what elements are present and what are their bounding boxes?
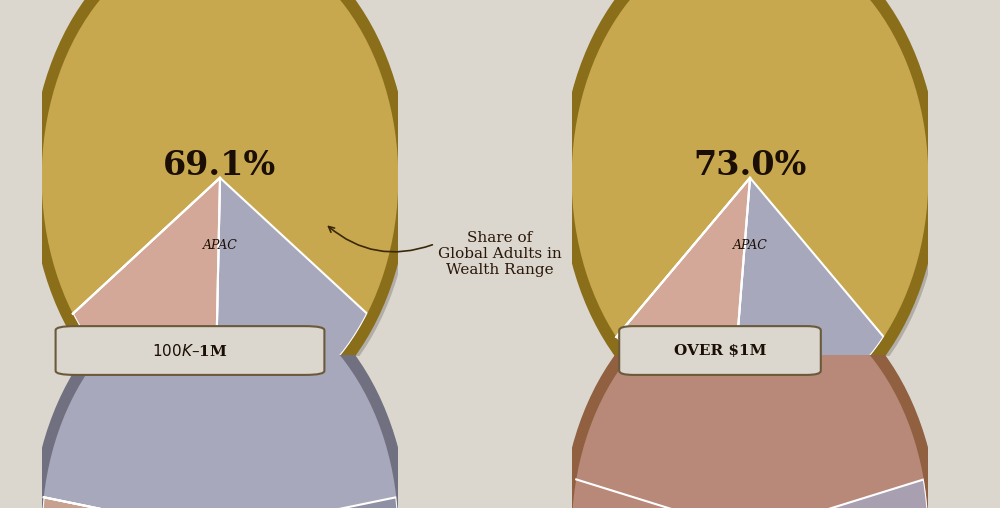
FancyBboxPatch shape <box>619 326 821 375</box>
Ellipse shape <box>31 0 409 433</box>
Text: 11.8%: 11.8% <box>628 428 684 446</box>
Polygon shape <box>735 480 928 508</box>
Polygon shape <box>73 178 220 419</box>
Ellipse shape <box>561 278 939 508</box>
Text: 15.9%: 15.9% <box>285 429 341 446</box>
Polygon shape <box>187 497 398 508</box>
Text: EMEA: EMEA <box>295 395 331 405</box>
Text: Share of
Global Adults in
Wealth Range: Share of Global Adults in Wealth Range <box>438 231 562 277</box>
Text: AMERICAS: AMERICAS <box>90 392 154 401</box>
Text: APAC: APAC <box>733 239 767 251</box>
Text: OVER $1M: OVER $1M <box>674 343 766 358</box>
Text: AMER.: AMER. <box>636 394 675 404</box>
Text: 15.0%: 15.0% <box>94 426 150 442</box>
Ellipse shape <box>572 0 928 419</box>
Ellipse shape <box>572 293 928 508</box>
Polygon shape <box>616 178 750 417</box>
Text: EMEA: EMEA <box>806 406 842 417</box>
Ellipse shape <box>42 0 398 419</box>
FancyBboxPatch shape <box>56 326 324 375</box>
Ellipse shape <box>561 0 939 433</box>
Ellipse shape <box>40 289 411 508</box>
Ellipse shape <box>31 278 409 508</box>
Polygon shape <box>215 178 367 419</box>
Text: 15.2%: 15.2% <box>796 440 852 458</box>
Polygon shape <box>42 497 220 508</box>
Polygon shape <box>731 178 884 419</box>
Ellipse shape <box>40 0 411 433</box>
Ellipse shape <box>570 0 941 433</box>
Text: 69.1%: 69.1% <box>163 149 277 182</box>
Text: 73.0%: 73.0% <box>693 149 807 182</box>
Ellipse shape <box>570 289 941 508</box>
Ellipse shape <box>42 293 398 508</box>
Text: APAC: APAC <box>203 239 237 251</box>
Text: $100K – $1M: $100K – $1M <box>152 342 228 359</box>
